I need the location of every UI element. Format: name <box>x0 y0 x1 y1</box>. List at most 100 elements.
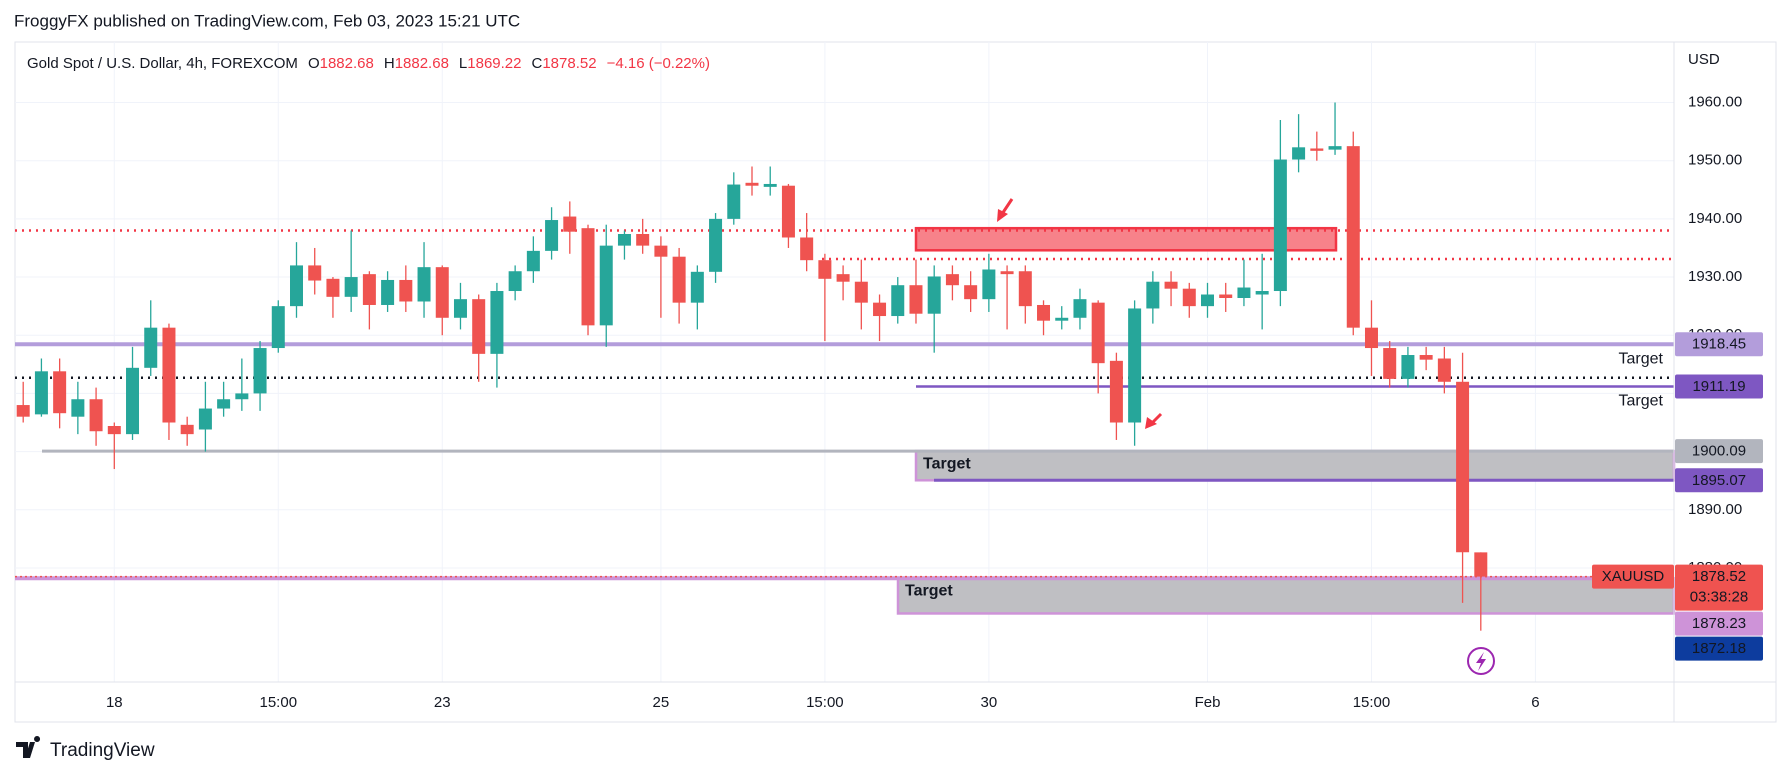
candle-body <box>1055 317 1069 321</box>
x-tick-label: 23 <box>434 694 451 711</box>
candle-body <box>1364 327 1378 349</box>
arrow-shaft <box>1150 412 1163 425</box>
tradingview-logo <box>16 736 41 758</box>
legend-value: 1882.68 <box>320 55 374 72</box>
candle-body <box>326 278 340 297</box>
candle-body <box>217 399 231 409</box>
candle-body <box>873 302 887 317</box>
candle-body <box>763 183 777 187</box>
candle-body <box>1037 304 1051 321</box>
price-label: 1900.09 <box>1692 443 1746 460</box>
candle-body <box>53 371 67 414</box>
arrow <box>1145 412 1163 429</box>
candle-body <box>1474 552 1488 577</box>
candle-body <box>636 234 650 246</box>
legend-letter: O <box>308 55 320 72</box>
candle-body <box>1018 271 1032 307</box>
candle-body <box>1237 287 1251 298</box>
price-label: 1878.23 <box>1692 615 1746 632</box>
candle-body <box>909 285 923 314</box>
y-tick-label: 1890.00 <box>1688 501 1742 518</box>
currency-label: USD <box>1688 51 1720 68</box>
candle-body <box>1292 147 1306 160</box>
zone <box>896 577 1676 615</box>
arrow-head <box>1145 417 1157 429</box>
price-label-box <box>1675 564 1763 611</box>
target-note: Target <box>1619 350 1664 367</box>
arrow-head <box>997 209 1008 222</box>
target-note: Target <box>1619 393 1664 410</box>
symbol-label: XAUUSD <box>1602 568 1665 585</box>
candle-body <box>1073 299 1087 318</box>
icon-bolt <box>1476 652 1486 671</box>
legend-letter: H <box>384 55 395 72</box>
candle-body <box>800 237 814 261</box>
legend-value: 1882.68 <box>395 55 449 72</box>
candle-body <box>964 285 978 300</box>
y-tick-label: 1940.00 <box>1688 210 1742 227</box>
candle-body <box>1273 159 1287 292</box>
candle-body <box>672 256 686 303</box>
candle-body <box>180 424 194 435</box>
candle-body <box>399 279 413 302</box>
candle-body <box>162 327 176 423</box>
candle-body <box>1201 294 1214 307</box>
candle-body <box>1456 381 1470 553</box>
candle-body <box>126 367 140 435</box>
candle-body <box>308 265 322 281</box>
x-tick-label: 6 <box>1531 694 1539 711</box>
candle-body <box>781 185 795 238</box>
x-tick-label: Feb <box>1195 694 1221 711</box>
candle-body <box>818 260 832 279</box>
candle-body <box>690 271 704 303</box>
candle-body <box>144 327 158 368</box>
candle-body <box>198 408 212 430</box>
candle-body <box>1383 348 1397 379</box>
legend-change: −4.16 (−0.22%) <box>607 55 710 72</box>
price-label-box <box>1675 439 1763 464</box>
candle-body <box>34 371 48 415</box>
price-label-box <box>1675 611 1763 636</box>
y-tick-label: 1950.00 <box>1688 152 1742 169</box>
x-tick-label: 25 <box>653 694 670 711</box>
x-tick-label: 18 <box>106 694 123 711</box>
candle-body <box>1255 291 1269 295</box>
candle-body <box>581 228 595 326</box>
candle-body <box>1310 148 1324 151</box>
candle-body <box>945 274 959 286</box>
x-tick-label: 15:00 <box>806 694 844 711</box>
candle-body <box>435 267 449 318</box>
symbol-legend: Gold Spot / U.S. Dollar, 4h, FOREXCOM O18… <box>27 55 710 72</box>
candle-body <box>71 399 85 417</box>
zone <box>914 226 1338 252</box>
candle-body <box>417 267 431 302</box>
candle-body <box>253 348 267 394</box>
price-label-box <box>1675 468 1763 493</box>
candle-body <box>654 245 668 257</box>
candle-body <box>854 281 868 303</box>
candle-body <box>1164 281 1178 289</box>
price-label: 1918.45 <box>1692 336 1746 353</box>
price-label-box <box>1675 636 1763 661</box>
candle-body <box>1128 308 1142 423</box>
candle-body <box>1328 146 1342 150</box>
plot: Target Target Target Target <box>15 42 1676 682</box>
candle-body <box>362 274 376 305</box>
candle-body <box>1437 358 1451 382</box>
candle-body <box>891 285 905 317</box>
y-tick-label: 1930.00 <box>1688 268 1742 285</box>
chart-frame <box>14 41 1777 723</box>
zone <box>914 449 1676 482</box>
candle-body <box>836 274 850 282</box>
footer-brand: TradingView <box>50 740 155 761</box>
candle-body <box>1146 281 1160 309</box>
x-tick-label: 15:00 <box>1353 694 1391 711</box>
candle-body <box>1091 302 1105 364</box>
candle-body <box>526 250 540 272</box>
lightning-icon <box>1467 647 1495 675</box>
candle-body <box>1219 294 1233 298</box>
price-label-box <box>1675 332 1763 357</box>
candle-body <box>1182 288 1196 307</box>
price-label: 1911.19 <box>1692 378 1745 395</box>
